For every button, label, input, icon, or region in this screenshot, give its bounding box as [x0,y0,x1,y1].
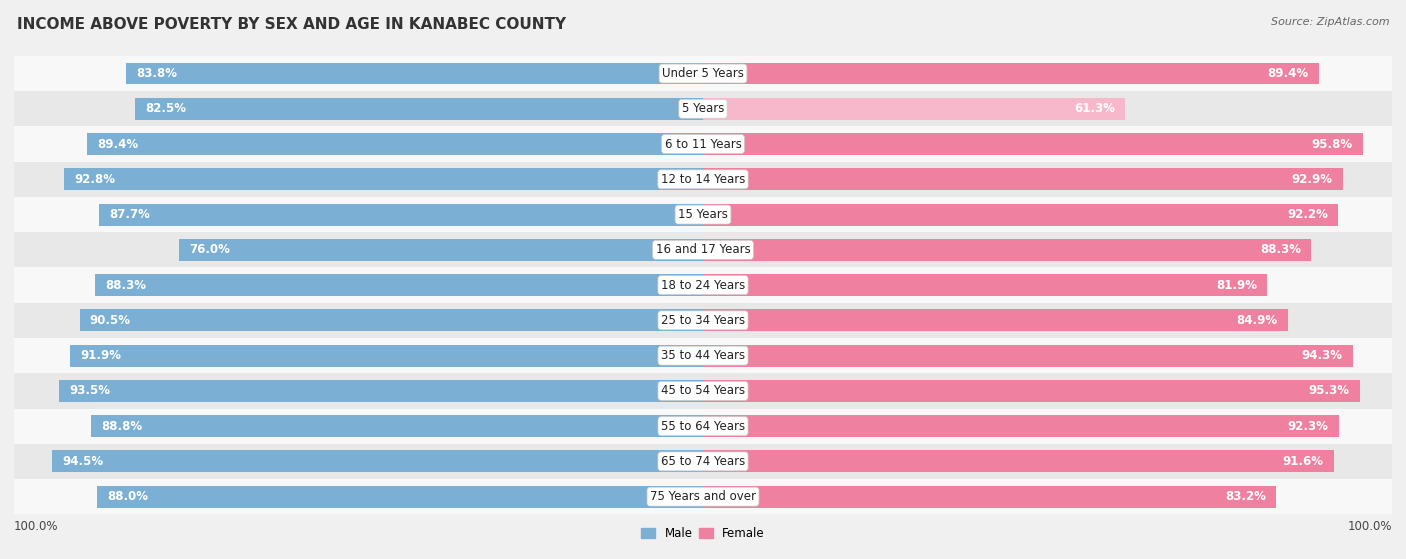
Text: 83.2%: 83.2% [1225,490,1265,503]
Bar [80,310,703,331]
Text: 94.3%: 94.3% [1302,349,1343,362]
Text: 12 to 14 Years: 12 to 14 Years [661,173,745,186]
Bar [14,409,1392,444]
Bar [703,63,1319,84]
Text: 95.8%: 95.8% [1312,138,1353,150]
Bar [14,197,1392,232]
Text: 75 Years and over: 75 Years and over [650,490,756,503]
Text: 81.9%: 81.9% [1216,278,1257,292]
Bar [703,203,1339,225]
Bar [703,239,1312,260]
Text: 15 Years: 15 Years [678,208,728,221]
Text: 16 and 17 Years: 16 and 17 Years [655,243,751,257]
Bar [135,98,703,120]
Text: 92.3%: 92.3% [1288,420,1329,433]
Text: 6 to 11 Years: 6 to 11 Years [665,138,741,150]
Bar [70,345,703,367]
Text: 88.8%: 88.8% [101,420,142,433]
Text: 83.8%: 83.8% [136,67,177,80]
Bar [14,91,1392,126]
Text: 25 to 34 Years: 25 to 34 Years [661,314,745,327]
Text: 45 to 54 Years: 45 to 54 Years [661,385,745,397]
Text: 89.4%: 89.4% [1267,67,1309,80]
Text: 88.3%: 88.3% [105,278,146,292]
Bar [87,133,703,155]
Bar [94,274,703,296]
Bar [14,267,1392,303]
Text: 90.5%: 90.5% [90,314,131,327]
Text: 93.5%: 93.5% [69,385,110,397]
Text: 100.0%: 100.0% [1347,519,1392,533]
Text: 84.9%: 84.9% [1236,314,1278,327]
Text: 61.3%: 61.3% [1074,102,1115,115]
Bar [703,486,1277,508]
Text: 91.9%: 91.9% [80,349,121,362]
Bar [703,310,1288,331]
Text: 35 to 44 Years: 35 to 44 Years [661,349,745,362]
Bar [14,162,1392,197]
Bar [703,415,1339,437]
Text: 94.5%: 94.5% [62,455,104,468]
Text: 5 Years: 5 Years [682,102,724,115]
Text: Source: ZipAtlas.com: Source: ZipAtlas.com [1271,17,1389,27]
Text: 88.0%: 88.0% [107,490,148,503]
Bar [703,168,1343,190]
Bar [703,98,1125,120]
Bar [14,479,1392,514]
Bar [14,373,1392,409]
Text: 92.8%: 92.8% [75,173,115,186]
Bar [703,451,1334,472]
Text: 55 to 64 Years: 55 to 64 Years [661,420,745,433]
Bar [125,63,703,84]
Text: 95.3%: 95.3% [1308,385,1350,397]
Bar [703,380,1360,402]
Bar [14,56,1392,91]
Bar [52,451,703,472]
Text: 100.0%: 100.0% [14,519,59,533]
Text: INCOME ABOVE POVERTY BY SEX AND AGE IN KANABEC COUNTY: INCOME ABOVE POVERTY BY SEX AND AGE IN K… [17,17,567,32]
Bar [703,274,1267,296]
Legend: Male, Female: Male, Female [637,523,769,545]
Text: 92.9%: 92.9% [1292,173,1333,186]
Bar [14,338,1392,373]
Bar [180,239,703,260]
Bar [14,444,1392,479]
Bar [14,232,1392,267]
Text: 82.5%: 82.5% [145,102,186,115]
Text: 18 to 24 Years: 18 to 24 Years [661,278,745,292]
Bar [14,126,1392,162]
Text: 88.3%: 88.3% [1260,243,1301,257]
Text: 76.0%: 76.0% [190,243,231,257]
Bar [97,486,703,508]
Bar [91,415,703,437]
Text: 92.2%: 92.2% [1286,208,1327,221]
Bar [703,345,1353,367]
Text: 87.7%: 87.7% [110,208,150,221]
Text: Under 5 Years: Under 5 Years [662,67,744,80]
Bar [63,168,703,190]
Text: 91.6%: 91.6% [1282,455,1323,468]
Bar [14,303,1392,338]
Text: 89.4%: 89.4% [97,138,139,150]
Bar [703,133,1362,155]
Bar [98,203,703,225]
Text: 65 to 74 Years: 65 to 74 Years [661,455,745,468]
Bar [59,380,703,402]
